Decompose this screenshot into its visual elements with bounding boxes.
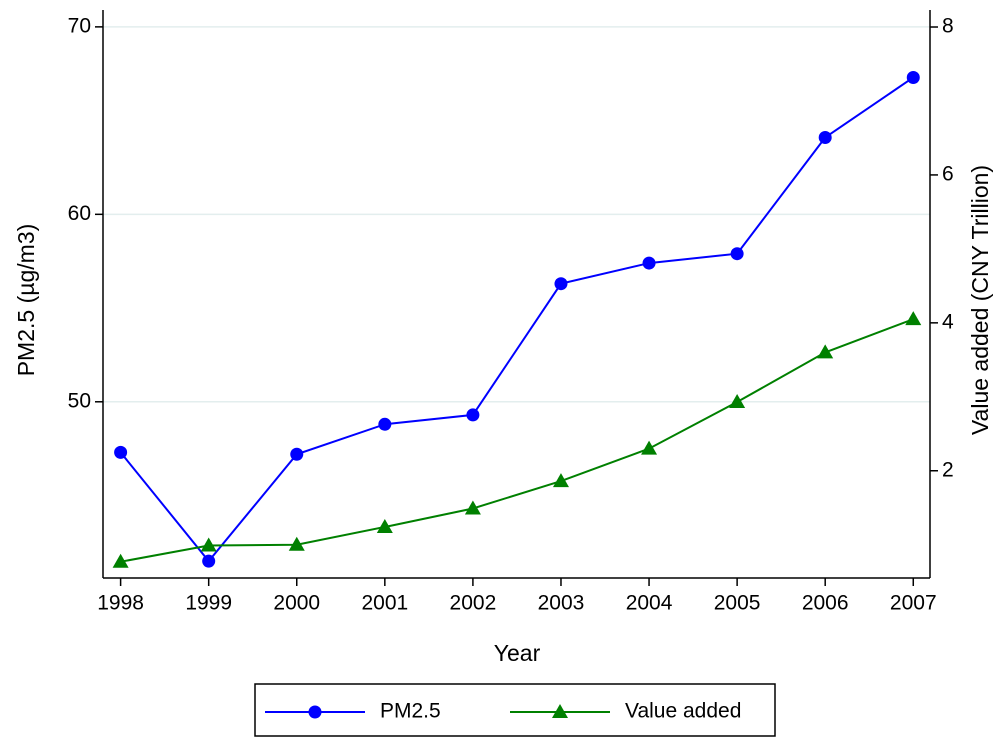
data-point xyxy=(729,393,746,408)
x-tick-label: 2005 xyxy=(714,592,761,615)
y2-tick-label: 6 xyxy=(942,162,954,185)
data-point xyxy=(906,70,920,84)
data-point xyxy=(202,554,216,568)
x-tick-label: 2001 xyxy=(361,592,408,615)
data-point xyxy=(290,447,304,461)
data-point xyxy=(114,445,128,459)
y-tick-label: 50 xyxy=(68,389,91,412)
x-tick-label: 2004 xyxy=(626,592,673,615)
y2-tick-label: 8 xyxy=(942,15,954,38)
x-tick-label: 1999 xyxy=(185,592,232,615)
legend-box xyxy=(254,683,776,737)
x-tick-label: 2003 xyxy=(538,592,585,615)
data-point xyxy=(817,344,834,359)
data-point xyxy=(554,277,568,291)
data-point xyxy=(378,417,392,431)
y2-tick-label: 4 xyxy=(942,310,954,333)
data-point xyxy=(466,408,480,422)
data-point xyxy=(642,256,656,270)
y-tick-label: 60 xyxy=(68,202,91,225)
legend-label: Value added xyxy=(625,700,741,723)
data-point xyxy=(200,537,217,552)
x-tick-label: 1998 xyxy=(97,592,144,615)
y2-axis-title: Value added (CNY Trillion) xyxy=(967,165,993,435)
series-line xyxy=(120,318,914,563)
data-point xyxy=(641,440,658,455)
x-tick-label: 2000 xyxy=(273,592,320,615)
legend-label: PM2.5 xyxy=(380,700,441,723)
data-point xyxy=(818,130,832,144)
data-point xyxy=(376,518,393,533)
data-point xyxy=(552,473,569,488)
x-tick-label: 2002 xyxy=(450,592,497,615)
data-point xyxy=(288,536,305,551)
series-line xyxy=(119,76,914,563)
data-point xyxy=(464,500,481,515)
data-point xyxy=(730,247,744,261)
x-axis-title: Year xyxy=(494,640,541,666)
legend-marker xyxy=(552,704,568,718)
y2-tick-label: 2 xyxy=(942,458,954,481)
legend-marker xyxy=(308,705,322,719)
x-tick-label: 2006 xyxy=(802,592,849,615)
y-tick-label: 70 xyxy=(68,14,91,37)
data-point xyxy=(905,311,922,326)
x-tick-label: 2007 xyxy=(890,592,937,615)
data-point xyxy=(112,553,129,568)
y-axis-title: PM2.5 (µg/m3) xyxy=(13,224,39,377)
